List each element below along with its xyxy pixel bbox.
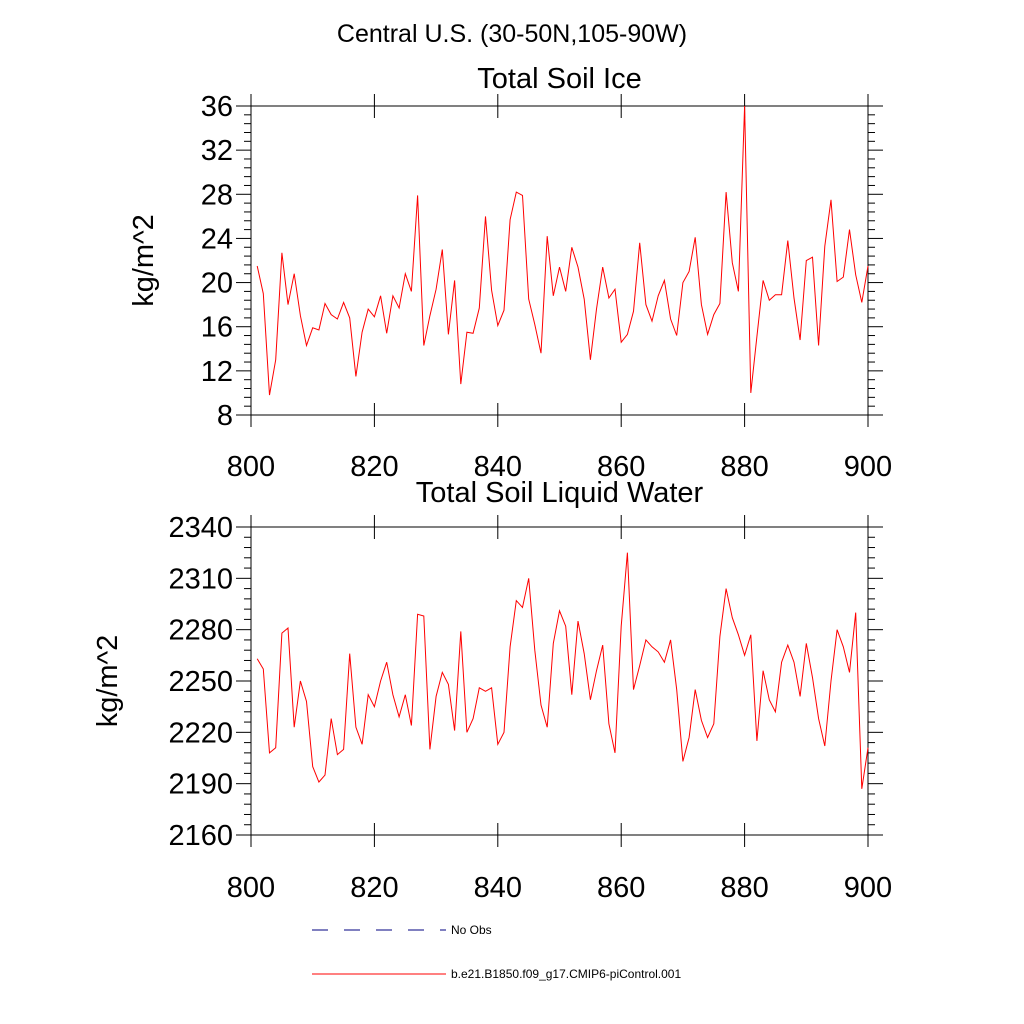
x-tick-label-ice: 900 xyxy=(844,451,892,483)
y-tick-label-ice: 36 xyxy=(201,91,233,123)
y-tick-label-liquid: 2160 xyxy=(168,820,233,852)
x-tick-label-liquid: 900 xyxy=(844,872,892,904)
x-tick-label-ice: 880 xyxy=(720,451,768,483)
x-tick-label-ice: 800 xyxy=(227,451,275,483)
legend: No Obs b.e21.B1850.f09_g17.CMIP6-piContr… xyxy=(312,923,681,981)
y-tick-label-ice: 28 xyxy=(201,179,233,211)
y-tick-label-ice: 20 xyxy=(201,268,233,300)
plot-frame-ice xyxy=(250,105,869,416)
y-axis-label-liquid: kg/m^2 xyxy=(92,635,124,728)
y-tick-label-liquid: 2340 xyxy=(168,512,233,544)
y-tick-label-ice: 16 xyxy=(201,312,233,344)
panel-title-liquid: Total Soil Liquid Water xyxy=(416,477,704,509)
y-tick-label-ice: 8 xyxy=(217,400,233,432)
series-line-ice xyxy=(256,105,869,396)
y-tick-label-liquid: 2280 xyxy=(168,615,233,647)
legend-label-model: b.e21.B1850.f09_g17.CMIP6-piControl.001 xyxy=(451,967,681,981)
y-tick-label-liquid: 2190 xyxy=(168,769,233,801)
x-tick-label-liquid: 800 xyxy=(227,872,275,904)
x-tick-label-ice: 820 xyxy=(350,451,398,483)
y-axis-label-ice: kg/m^2 xyxy=(128,214,160,307)
y-tick-label-ice: 12 xyxy=(201,356,233,388)
panel-total-soil-liquid-water: Total Soil Liquid Water kg/m^2 800 820 840 86… xyxy=(92,477,892,904)
x-tick-label-liquid: 820 xyxy=(350,872,398,904)
y-tick-label-ice: 32 xyxy=(201,135,233,167)
x-tick-label-ice: 860 xyxy=(597,451,645,483)
y-tick-label-liquid: 2220 xyxy=(168,717,233,749)
y-tick-label-liquid: 2250 xyxy=(168,666,233,698)
legend-label-no-obs: No Obs xyxy=(451,923,492,937)
plot-frame-liquid xyxy=(250,526,869,836)
panel-title-ice: Total Soil Ice xyxy=(477,63,641,95)
x-tick-label-ice: 840 xyxy=(474,451,522,483)
figure-suptitle: Central U.S. (30-50N,105-90W) xyxy=(337,20,687,48)
panel-total-soil-ice: Total Soil Ice kg/m^2 800 820 840 860 880 900 8 1… xyxy=(128,63,892,483)
x-tick-label-liquid: 860 xyxy=(597,872,645,904)
x-tick-label-liquid: 840 xyxy=(474,872,522,904)
y-tick-label-liquid: 2310 xyxy=(168,563,233,595)
x-tick-label-liquid: 880 xyxy=(720,872,768,904)
series-line-liquid xyxy=(256,552,869,789)
y-tick-label-ice: 24 xyxy=(201,223,233,255)
